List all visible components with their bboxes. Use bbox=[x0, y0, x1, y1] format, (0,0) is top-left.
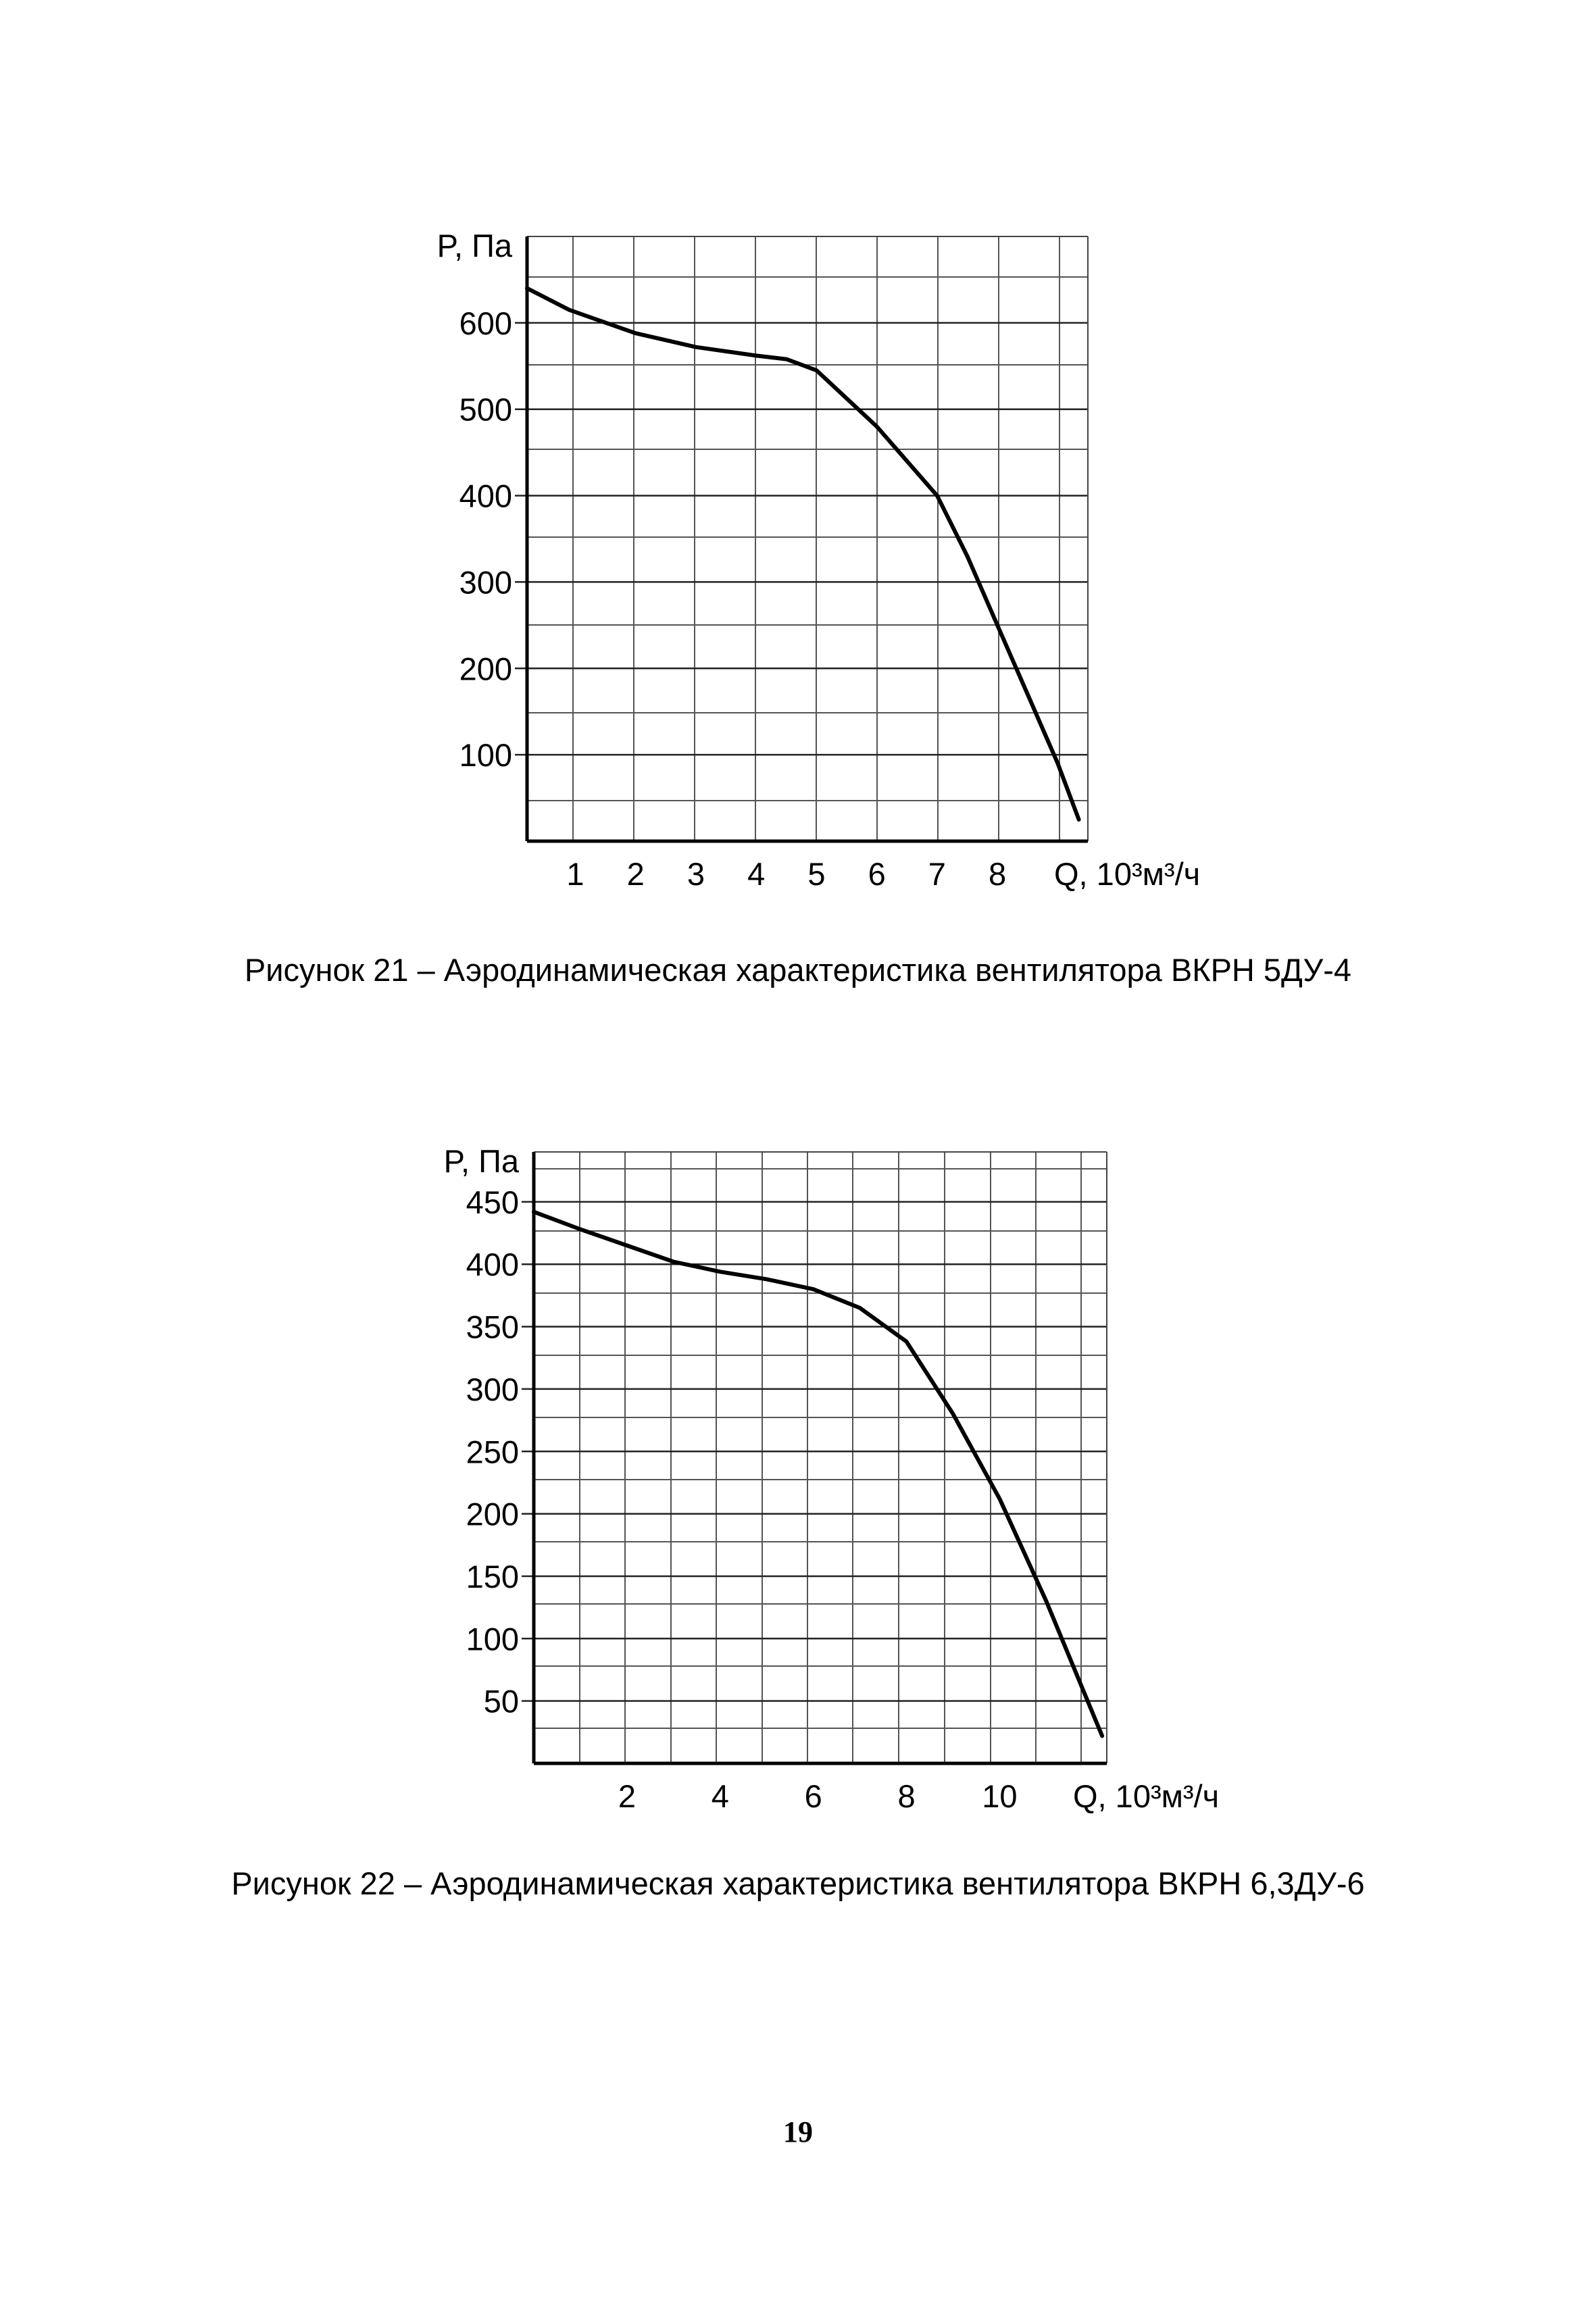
fig22-x-axis-title: Q, 10³м³/ч bbox=[1073, 1778, 1219, 1814]
fig21-x-tick-0: 1 bbox=[566, 856, 584, 892]
fig22-y-tick-5: 300 bbox=[466, 1372, 519, 1407]
fig22-series-line bbox=[532, 1209, 1105, 1738]
fig22-y-axis-title: P, Па bbox=[444, 1143, 520, 1179]
fig22-y-tick-2: 150 bbox=[466, 1559, 519, 1594]
chart-fig-21: 100 200 300 400 500 600 1 2 3 4 5 6 7 8 P, Па Q, 10³м³/… bbox=[437, 228, 1200, 892]
fig21-y-tick-0: 100 bbox=[459, 737, 512, 773]
caption-fig-22: Рисунок 22 – Аэродинамическая характерис… bbox=[231, 1865, 1365, 1901]
fig22-y-tick-7: 400 bbox=[466, 1247, 519, 1282]
fig21-x-tick-2: 3 bbox=[687, 856, 705, 892]
fig22-y-tick-1: 100 bbox=[466, 1621, 519, 1657]
fig22-y-tick-3: 200 bbox=[466, 1496, 519, 1532]
fig22-y-tick-8: 450 bbox=[466, 1184, 519, 1220]
fig22-x-tick-2: 6 bbox=[805, 1778, 822, 1814]
fig21-y-tick-1: 200 bbox=[459, 651, 512, 686]
fig22-y-tick-6: 350 bbox=[466, 1309, 519, 1345]
fig22-y-tick-0: 50 bbox=[484, 1684, 519, 1719]
fig21-y-tick-3: 400 bbox=[459, 478, 512, 514]
fig21-y-axis-title: P, Па bbox=[437, 228, 513, 263]
fig22-x-tick-4: 10 bbox=[982, 1778, 1017, 1814]
page-number: 19 bbox=[783, 2115, 813, 2148]
fig22-x-tick-0: 2 bbox=[618, 1778, 636, 1814]
fig22-x-tick-1: 4 bbox=[712, 1778, 729, 1814]
chart-fig-22: 50 100 150 200 250 300 350 400 450 2 4 6 8 10 P, Па Q, … bbox=[444, 1143, 1219, 1814]
fig21-x-tick-7: 8 bbox=[989, 856, 1006, 892]
fig21-x-tick-3: 4 bbox=[747, 856, 765, 892]
fig21-y-tick-2: 300 bbox=[459, 564, 512, 600]
fig21-y-tick-5: 600 bbox=[459, 305, 512, 341]
fig21-series-line bbox=[525, 286, 1081, 822]
fig21-y-tick-4: 500 bbox=[459, 392, 512, 428]
fig22-y-tick-4: 250 bbox=[466, 1434, 519, 1469]
fig22-x-tick-3: 8 bbox=[897, 1778, 915, 1814]
fig21-x-axis-title: Q, 10³м³/ч bbox=[1054, 856, 1200, 892]
fig21-x-tick-6: 7 bbox=[928, 856, 946, 892]
fig21-x-tick-5: 6 bbox=[868, 856, 886, 892]
caption-fig-21: Рисунок 21 – Аэродинамическая характерис… bbox=[244, 952, 1352, 988]
fig21-x-tick-1: 2 bbox=[627, 856, 645, 892]
fig21-x-tick-4: 5 bbox=[807, 856, 825, 892]
